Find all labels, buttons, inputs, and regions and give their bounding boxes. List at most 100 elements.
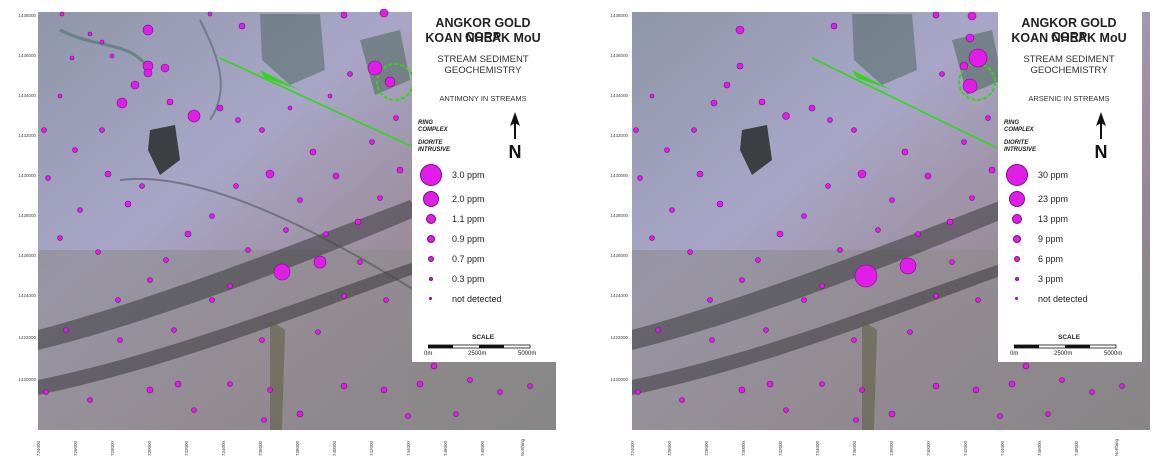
sample-point <box>738 386 746 394</box>
sample-point <box>77 207 83 213</box>
sample-point <box>216 104 224 112</box>
sample-point <box>57 235 63 241</box>
sample-point <box>143 68 153 78</box>
sample-point <box>383 297 389 303</box>
sample-point <box>1045 411 1051 417</box>
legend-label: not detected <box>1038 294 1088 304</box>
sample-point <box>227 283 233 289</box>
y-tick: 1432000 <box>18 133 36 138</box>
symbol-icon <box>1012 214 1022 224</box>
sample-point <box>825 183 831 189</box>
sample-point <box>679 397 685 403</box>
sample-point <box>287 105 293 111</box>
y-tick: 1434000 <box>18 93 36 98</box>
scale-label: 0m <box>424 351 433 357</box>
sample-point <box>707 297 713 303</box>
sample-point <box>1022 362 1030 370</box>
x-tick: 738000 <box>889 440 894 456</box>
y-tick: 1422000 <box>18 335 36 340</box>
sample-point <box>354 218 362 226</box>
sample-point <box>166 98 174 106</box>
sample-point <box>379 8 389 18</box>
sample-point <box>962 78 978 94</box>
sample-point <box>259 337 265 343</box>
sample-point <box>99 39 105 45</box>
symbol-icon <box>1006 164 1028 186</box>
sample-point <box>932 11 940 19</box>
sample-point <box>907 329 913 335</box>
sample-point <box>988 166 996 174</box>
sample-point <box>915 231 921 237</box>
sample-point <box>965 33 975 43</box>
legend-item: 2.0 ppm <box>412 191 556 207</box>
x-tick: 726000 <box>667 440 672 456</box>
element-title: ARSENIC IN STREAMS <box>1028 94 1110 103</box>
sample-point <box>380 386 388 394</box>
x-tick: 736000 <box>258 440 263 456</box>
sample-point <box>227 381 233 387</box>
sample-point <box>87 397 93 403</box>
y-tick: 1432000 <box>610 133 628 138</box>
sample-point <box>857 169 867 179</box>
sample-point <box>924 172 932 180</box>
y-tick: 1430000 <box>18 173 36 178</box>
sample-point <box>969 195 975 201</box>
sample-points <box>41 8 533 423</box>
sample-point <box>69 55 75 61</box>
legend-item: 13 ppm <box>998 212 1142 226</box>
legend-label: 3.0 ppm <box>452 170 485 180</box>
x-tick: 744000 <box>1000 440 1005 456</box>
sample-point <box>116 97 128 109</box>
legend-item: 0.7 ppm <box>412 252 556 266</box>
sample-point <box>527 383 533 389</box>
project-title: KOAN NHEAK MoU <box>425 31 541 45</box>
sample-point <box>669 207 675 213</box>
sample-point <box>245 247 251 253</box>
company-title: ANGKOR GOLD CORP <box>435 16 531 44</box>
sample-point <box>1119 383 1125 389</box>
sample-point <box>819 381 825 387</box>
scale-title: SCALE <box>472 334 495 341</box>
legend-label: 0.7 ppm <box>452 254 485 264</box>
legend-panel: ANGKOR GOLD CORP KOAN NHEAK MoU STREAM S… <box>412 12 556 362</box>
sample-point <box>949 259 955 265</box>
x-tick: 746000 <box>1037 440 1042 456</box>
legend-item: 23 ppm <box>998 191 1142 207</box>
scale-label: 2500m <box>1054 351 1073 357</box>
scale-title: SCALE <box>1058 334 1081 341</box>
sample-point <box>827 117 833 123</box>
symbol-icon <box>428 256 434 262</box>
sample-point <box>340 11 348 19</box>
sample-point <box>736 62 744 70</box>
x-tick: Northing <box>520 438 525 456</box>
sample-point <box>87 31 93 37</box>
sample-point <box>259 127 265 133</box>
sample-point <box>72 147 78 153</box>
scale-label: 5000m <box>518 351 537 357</box>
sample-point <box>946 218 954 226</box>
sample-point <box>875 227 881 233</box>
sample-point <box>130 80 140 90</box>
sample-point <box>801 297 807 303</box>
diorite-intrusive-label: DIORITE INTRUSIVE <box>1004 140 1037 153</box>
y-tick: 1428000 <box>18 213 36 218</box>
sample-point <box>664 147 670 153</box>
sample-point <box>209 213 215 219</box>
symbol-icon <box>1015 297 1018 300</box>
legend-label: 1.1 ppm <box>452 214 485 224</box>
legend-label: 0.9 ppm <box>452 234 485 244</box>
symbol-icon <box>1013 235 1021 243</box>
x-tick: 724000 <box>630 440 635 456</box>
sample-point <box>649 235 655 241</box>
sample-point <box>782 112 790 120</box>
y-tick: 1422000 <box>610 335 628 340</box>
sample-point <box>99 127 105 133</box>
scale-label: 0m <box>1010 351 1019 357</box>
legend-item: not detected <box>998 292 1142 306</box>
symbol-icon <box>1015 277 1019 281</box>
x-tick: 734000 <box>221 440 226 456</box>
symbol-icon <box>427 235 435 243</box>
sample-point <box>801 213 807 219</box>
sample-point <box>649 93 655 99</box>
sample-point <box>95 249 101 255</box>
